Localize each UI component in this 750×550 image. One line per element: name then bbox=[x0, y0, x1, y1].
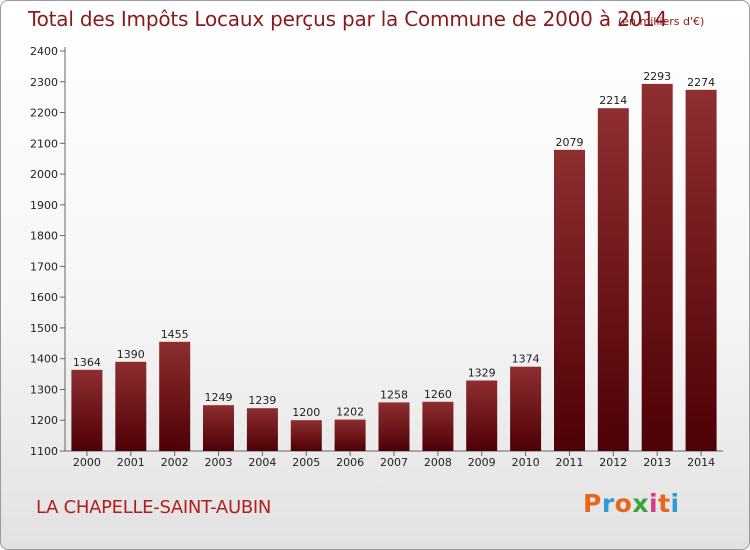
logo-letter: t bbox=[658, 489, 671, 518]
y-tick-label: 1700 bbox=[30, 260, 58, 273]
bar-value-label: 1239 bbox=[248, 394, 276, 407]
bar-value-label: 2293 bbox=[643, 70, 671, 83]
x-tick-label: 2004 bbox=[248, 456, 276, 469]
x-tick-label: 2010 bbox=[512, 456, 540, 469]
logo-letter: x bbox=[632, 489, 649, 518]
bar-value-label: 2274 bbox=[687, 76, 715, 89]
y-tick-label: 2000 bbox=[30, 168, 58, 181]
bar bbox=[159, 341, 191, 451]
bar-value-label: 1200 bbox=[292, 406, 320, 419]
bar bbox=[510, 366, 542, 451]
x-tick-label: 2011 bbox=[556, 456, 584, 469]
bar-value-label: 1374 bbox=[512, 353, 540, 366]
y-tick-label: 1800 bbox=[30, 230, 58, 243]
x-tick-label: 2012 bbox=[599, 456, 627, 469]
bar bbox=[290, 420, 322, 451]
bar-value-label: 1390 bbox=[117, 348, 145, 361]
y-axis: 1100 1200 1300 1400 1500 1600 1700 1800 1900 2000… bbox=[30, 45, 66, 458]
x-tick-label: 2013 bbox=[643, 456, 671, 469]
bar-value-label: 1258 bbox=[380, 388, 408, 401]
y-tick-label: 1200 bbox=[30, 414, 58, 427]
bar bbox=[115, 361, 147, 451]
chart-unit: (en milliers d'€) bbox=[618, 15, 705, 28]
x-tick-label: 2001 bbox=[117, 456, 145, 469]
proxiti-logo[interactable]: Proxiti bbox=[583, 489, 680, 518]
y-tick-label: 1900 bbox=[30, 199, 58, 212]
x-tick-label: 2008 bbox=[424, 456, 452, 469]
bar-value-label: 1202 bbox=[336, 406, 364, 419]
x-tick-label: 2007 bbox=[380, 456, 408, 469]
bar bbox=[422, 401, 454, 451]
bars bbox=[71, 83, 717, 452]
bar bbox=[203, 405, 234, 451]
bar bbox=[466, 380, 498, 451]
y-tick-label: 2300 bbox=[30, 76, 58, 89]
bar bbox=[378, 402, 410, 451]
bar bbox=[71, 369, 103, 451]
y-tick-label: 1100 bbox=[30, 445, 58, 458]
bar-value-label: 1260 bbox=[424, 388, 452, 401]
bar bbox=[554, 149, 585, 452]
logo-letter: o bbox=[614, 489, 633, 518]
y-tick-label: 1500 bbox=[30, 322, 58, 335]
x-tick-label: 2000 bbox=[73, 456, 101, 469]
y-tick-label: 2200 bbox=[30, 107, 58, 120]
bar-value-label: 1329 bbox=[468, 367, 496, 380]
bar-value-label: 2079 bbox=[556, 136, 584, 149]
y-tick-label: 1400 bbox=[30, 353, 58, 366]
y-tick-label: 1600 bbox=[30, 291, 58, 304]
bar bbox=[334, 419, 366, 451]
bar-value-label: 1364 bbox=[73, 356, 101, 369]
y-tick-label: 2100 bbox=[30, 137, 58, 150]
x-tick-label: 2003 bbox=[205, 456, 233, 469]
x-tick-label: 2009 bbox=[468, 456, 496, 469]
bar bbox=[641, 83, 673, 452]
logo-letter: i bbox=[670, 489, 680, 518]
y-tick-label: 1300 bbox=[30, 383, 58, 396]
bar-value-label: 1455 bbox=[161, 328, 189, 341]
x-tick-label: 2006 bbox=[336, 456, 364, 469]
data-labels: 1364 1390 1455 1249 1239 1200 1202 1258 1260 1329… bbox=[73, 70, 715, 419]
bar bbox=[685, 89, 717, 452]
bar bbox=[246, 408, 278, 451]
commune-name: LA CHAPELLE-SAINT-AUBIN bbox=[36, 497, 272, 518]
bar bbox=[597, 108, 629, 451]
bar-value-label: 1249 bbox=[205, 391, 233, 404]
logo-letter: r bbox=[601, 489, 615, 518]
logo-letter: i bbox=[649, 489, 659, 518]
x-axis: 2000 2001 2002 2003 2004 2005 2006 2007 2008 2009… bbox=[65, 450, 723, 469]
x-tick-label: 2014 bbox=[687, 456, 715, 469]
x-tick-label: 2002 bbox=[161, 456, 189, 469]
x-tick-label: 2005 bbox=[292, 456, 320, 469]
chart-title: Total des Impôts Locaux perçus par la Co… bbox=[28, 7, 668, 31]
logo-letter: P bbox=[583, 489, 602, 518]
y-tick-label: 2400 bbox=[30, 45, 58, 58]
bar-value-label: 2214 bbox=[599, 94, 627, 107]
